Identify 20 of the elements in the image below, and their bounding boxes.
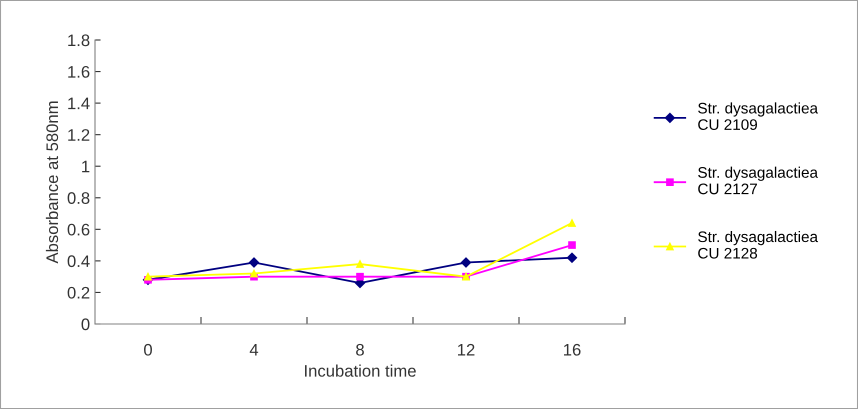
x-tick-label: 0: [144, 344, 152, 356]
y-tick-label: 0.4: [68, 255, 90, 268]
y-tick-label: 1: [82, 160, 90, 172]
y-tick-label: 1.4: [68, 98, 90, 110]
y-tick-label: 0.8: [68, 192, 90, 204]
y-tick-label: 1.8: [68, 34, 90, 46]
legend-label: Str. dysagalactiea CU 2127: [698, 166, 818, 194]
legend-label: Str. dysagalactiea CU 2128: [698, 230, 818, 259]
y-tick-label: 0.2: [68, 286, 90, 299]
y-tick-label: 0.6: [68, 224, 90, 236]
y-tick-label: 0: [82, 318, 90, 330]
x-axis-title: Incubation time: [305, 364, 416, 377]
y-tick-label: 1.6: [68, 66, 90, 78]
x-tick-label: 12: [458, 344, 474, 356]
legend-label: Str. dysagalactiea CU 2109: [698, 102, 818, 130]
y-tick-label: 1.2: [68, 129, 90, 141]
y-axis-title: Absorbance at 580nm: [46, 102, 58, 264]
x-tick-label: 4: [250, 344, 258, 356]
x-tick-label: 16: [564, 344, 581, 356]
x-tick-label: 8: [356, 344, 364, 356]
